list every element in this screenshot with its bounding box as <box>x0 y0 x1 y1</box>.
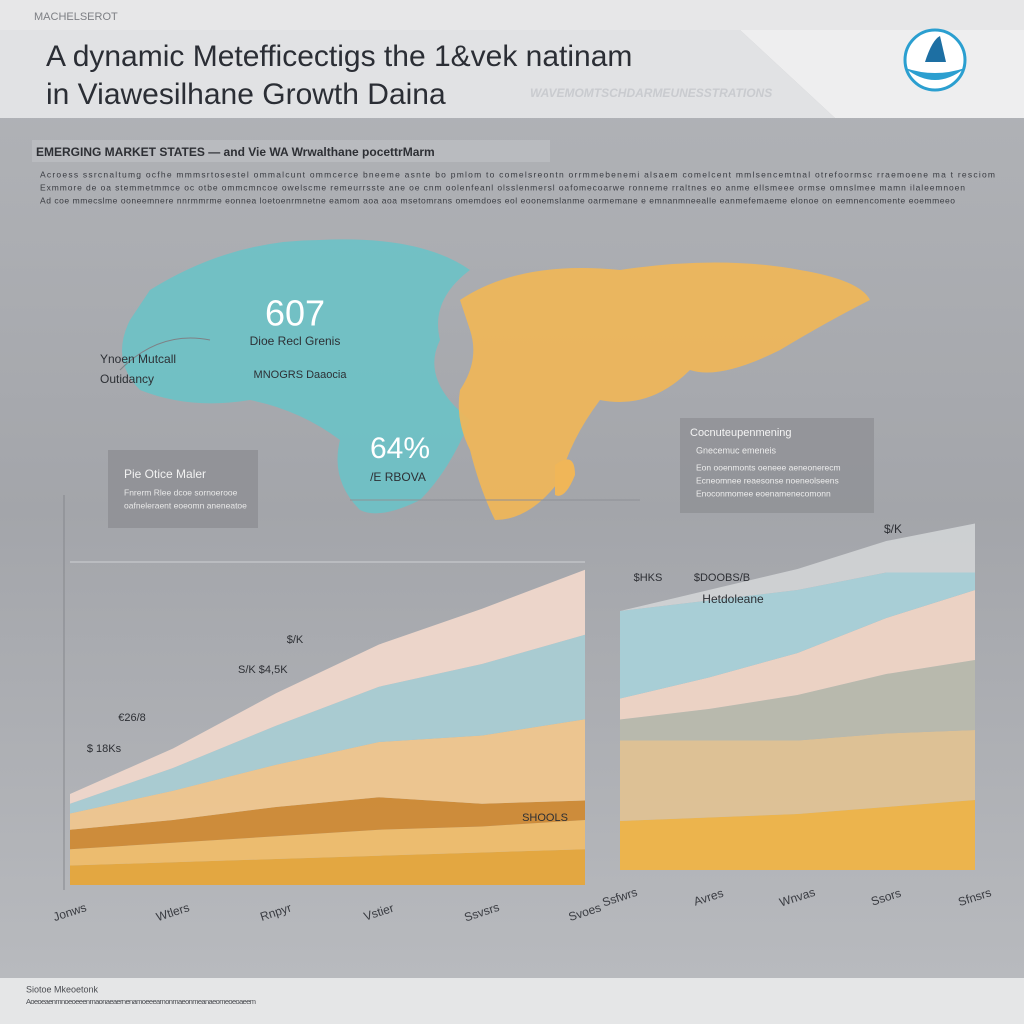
callout-text: Fnrerm Rlee dcoe sornoerooe <box>124 487 238 497</box>
annotation: SHOOLS <box>522 812 568 824</box>
area-band <box>620 572 975 699</box>
callout-box <box>108 450 258 528</box>
tagline: WAVEMOMTSCHDARMEUNESSTRATIONS <box>530 86 772 100</box>
map-label: Outidancy <box>100 372 154 386</box>
top-strip <box>0 0 1024 30</box>
area-band <box>620 590 975 720</box>
annotation: $DOOBS/B <box>694 572 750 584</box>
intro-heading: EMERGING MARKET STATES — and Vie WA Wrwa… <box>36 145 435 159</box>
stat-value: 64% <box>370 432 430 465</box>
callout-text: oafneleraent eoeomn aneneatoe <box>124 500 247 510</box>
area-band <box>70 820 585 866</box>
annotation: S/K $4,5K <box>238 664 288 676</box>
callout-title: Cocnuteupenmening <box>690 427 792 439</box>
footer-note: Aoeoeaenmnoeoeeenmaonaeaernenamoeeeamonm… <box>26 997 256 1006</box>
callout-text: Ecneomnee reaesonse noeneolseens <box>696 475 839 485</box>
logo <box>903 28 967 92</box>
intro-text: Acroess ssrcnaltumg ocfhe mmmsrtosestel … <box>40 169 995 179</box>
annotation: $/K <box>884 522 902 536</box>
stat-sub: MNOGRS Daaocia <box>254 369 348 381</box>
stat-caption: /E RBOVA <box>370 470 426 484</box>
annotation: $ 18Ks <box>87 743 122 755</box>
intro-heading-bg <box>32 140 550 162</box>
area-band <box>70 849 585 885</box>
intro-text: Exmmore de oa stemmetmmce oc otbe ommcmn… <box>40 182 965 192</box>
annotation: $HKS <box>634 572 663 584</box>
kicker: MACHELSEROT <box>34 11 118 23</box>
callout-title: Pie Otice Maler <box>124 467 206 481</box>
footer <box>0 978 1024 1024</box>
world-map <box>119 239 870 520</box>
stat-caption: Dioe Recl Grenis <box>250 334 341 348</box>
callout-box <box>680 418 874 513</box>
area-band <box>620 660 975 741</box>
map-label: Ynoen Mutcall <box>100 352 176 366</box>
area-band <box>620 523 975 611</box>
title-line: A dynamic Metefficectigs the 1&vek natin… <box>46 40 632 73</box>
title-line: in Viawesilhane Growth Daina <box>46 78 446 111</box>
annotation: $/K <box>287 634 304 646</box>
header-band <box>0 30 835 118</box>
area-band <box>620 730 975 821</box>
annotation: €26/8 <box>118 712 146 724</box>
area-band <box>70 797 585 850</box>
area-band <box>70 569 585 804</box>
stat-value: 607 <box>265 293 325 334</box>
intro-text: Ad coe mmecslme ooneemnere nnrmmrme eonn… <box>40 195 955 205</box>
callout-text: Eon ooenmonts oeneee aeneonerecm <box>696 462 841 472</box>
annotation: Hetdoleane <box>702 592 764 606</box>
area-band <box>70 719 585 830</box>
callout-text: Enoconmomee eoenamenecomonn <box>696 488 831 498</box>
area-band <box>70 634 585 814</box>
footer-source: Siotoe Mkeoetonk <box>26 984 99 994</box>
callout-subtitle: Gnecemuc emeneis <box>696 445 777 455</box>
